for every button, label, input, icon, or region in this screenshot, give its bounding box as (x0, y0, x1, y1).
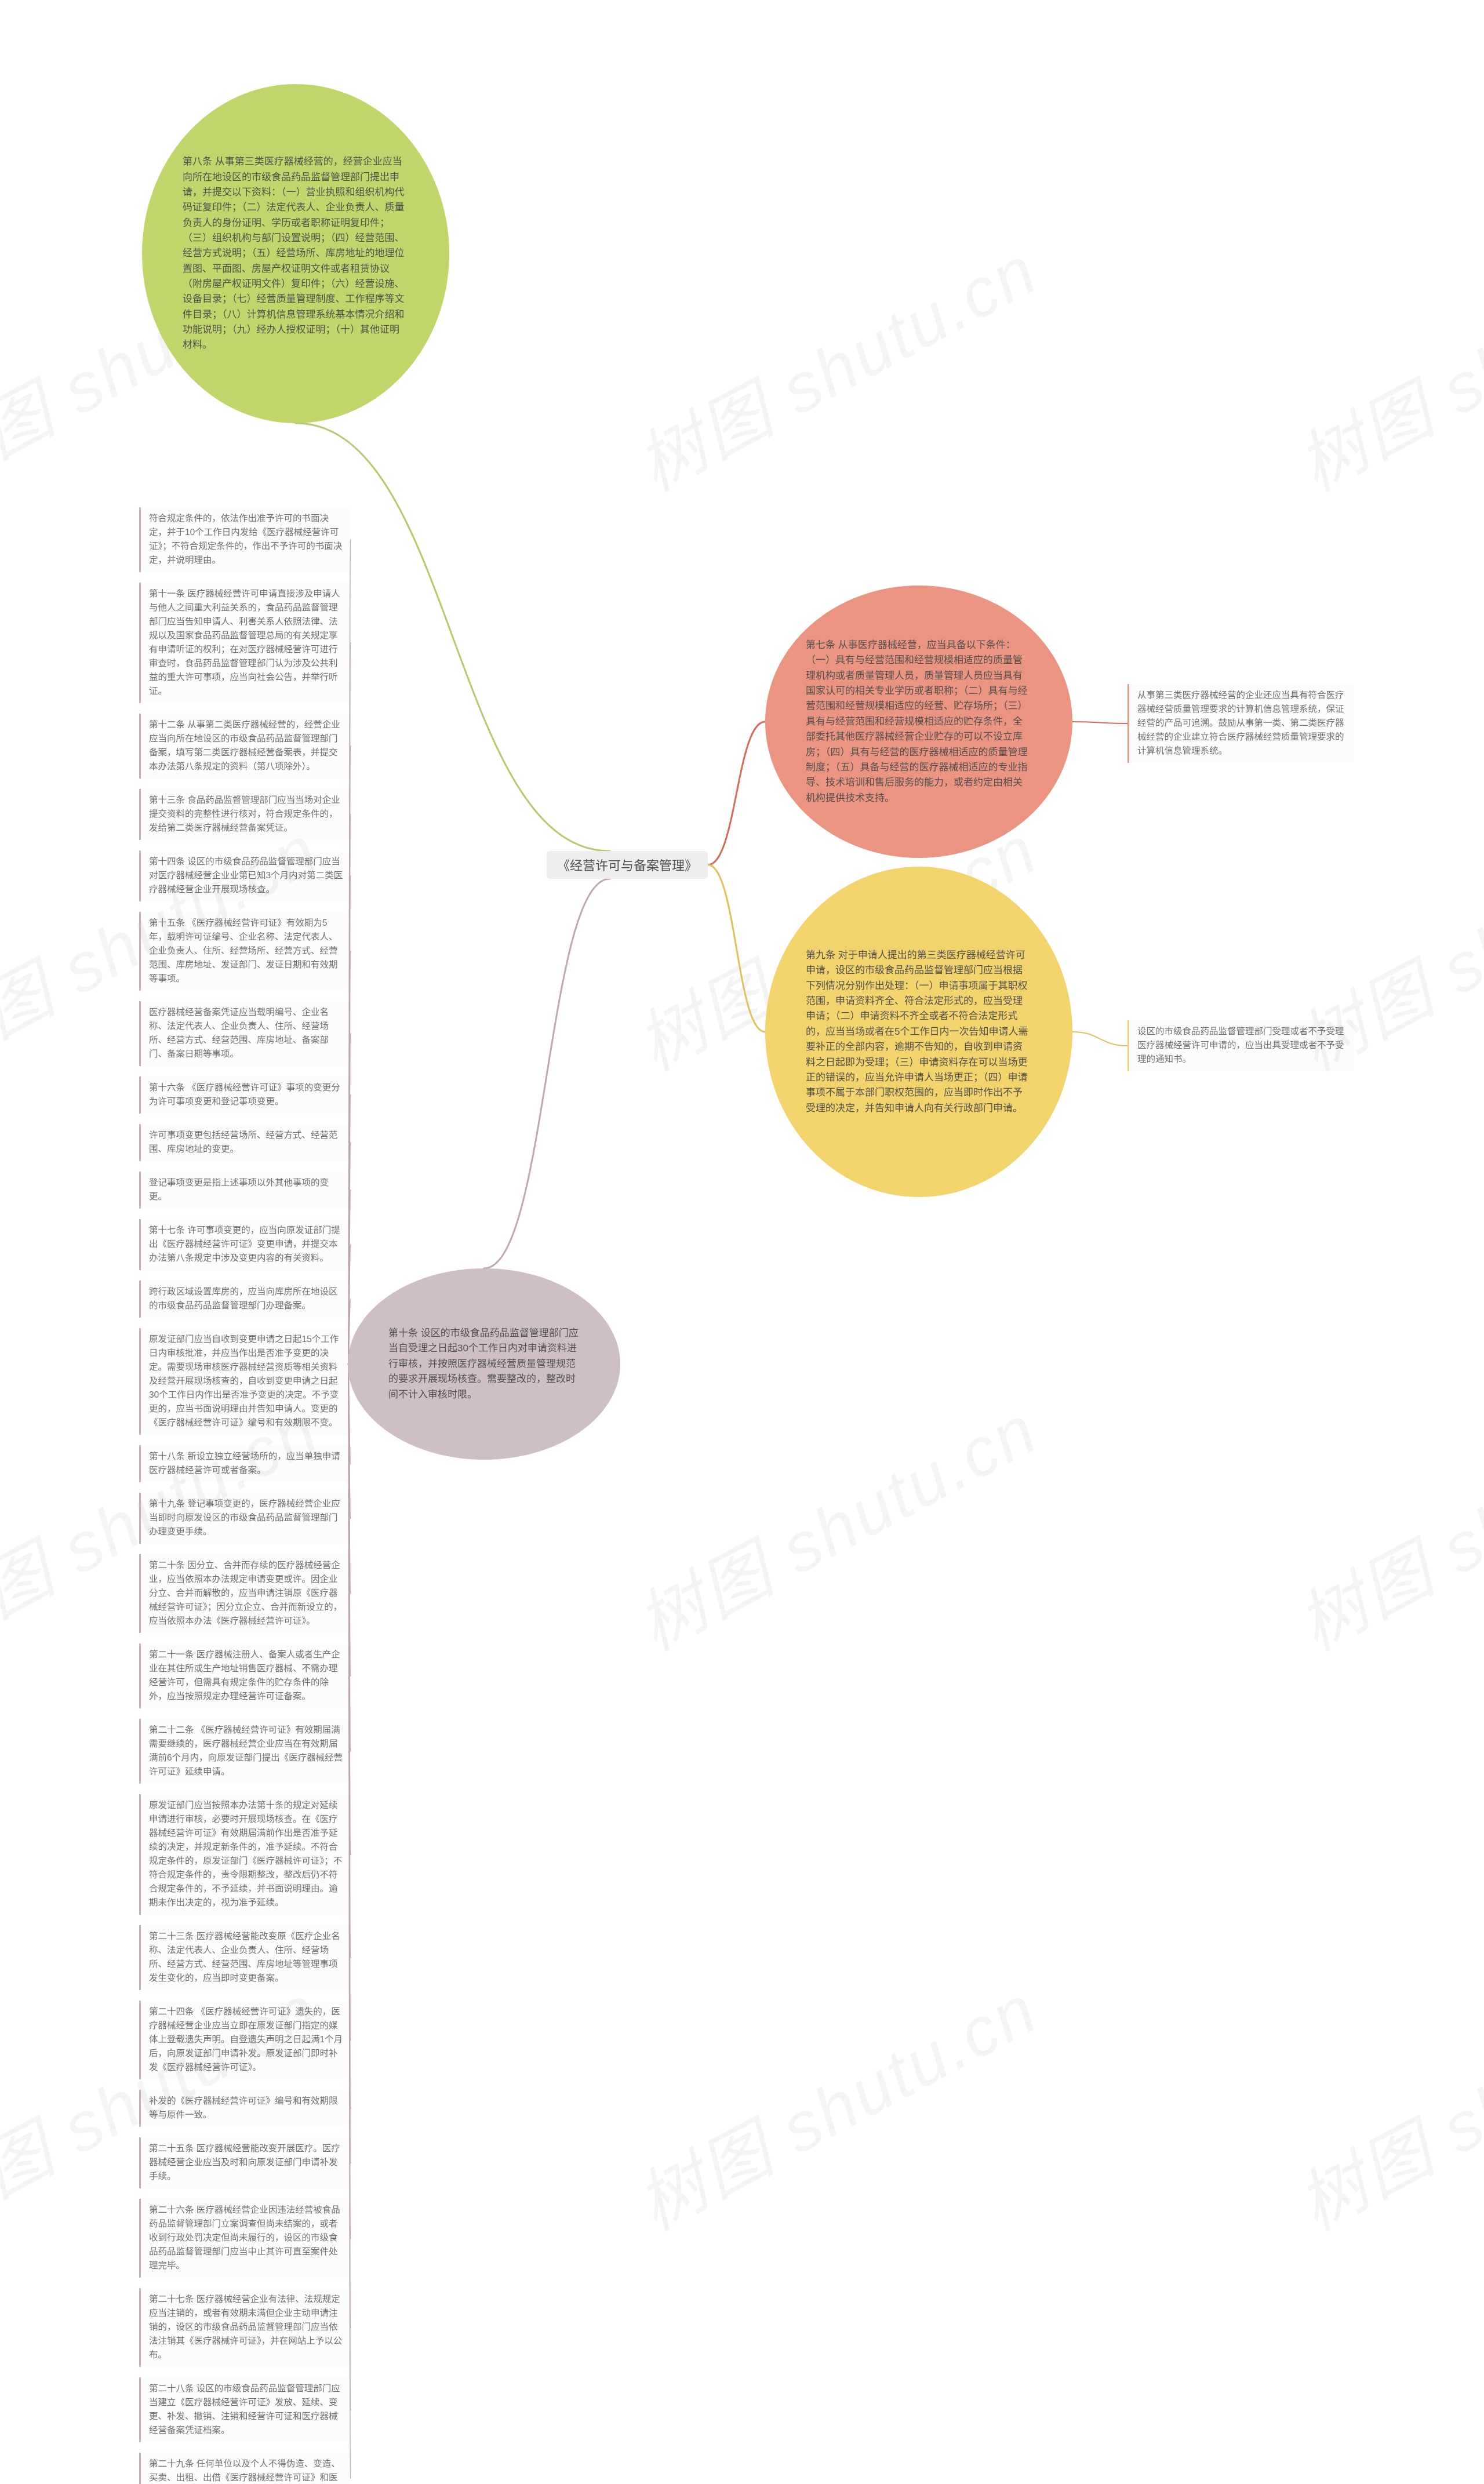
leaf-article-10-child: 第十七条 许可事项变更的，应当向原发证部门提出《医疗器械经营许可证》变更申请，并… (139, 1219, 351, 1270)
leaf-article-10-child: 补发的《医疗器械经营许可证》编号和有效期限等与原件一致。 (139, 2090, 351, 2127)
leaf-article-10-child: 许可事项变更包括经营场所、经营方式、经营范围、库房地址的变更。 (139, 1124, 351, 1161)
leaf-article-10-child: 第二十四条 《医疗器械经营许可证》遗失的，医疗器械经营企业应当立即在原发证部门指… (139, 2001, 351, 2079)
leaf-article-10-child: 第二十一条 医疗器械注册人、备案人或者生产企业在其住所或生产地址销售医疗器械、不… (139, 1643, 351, 1708)
leaf-article-10-child: 第二十五条 医疗器械经营能改变开展医疗。医疗器械经营企业应当及时和向原发证部门申… (139, 2137, 351, 2188)
leaf-article-10-child: 第二十八条 设区的市级食品药品监督管理部门应当建立《医疗器械经营许可证》发放、延… (139, 2377, 351, 2442)
leaf-article-10-child: 第十二条 从事第二类医疗器械经营的，经营企业应当向所在地设区的市级食品药品监督管… (139, 714, 351, 779)
leaf-article-10-child: 第十六条 《医疗器械经营许可证》事项的变更分为许可事项变更和登记事项变更。 (139, 1076, 351, 1114)
leaf-article-10-child: 第二十七条 医疗器械经营企业有法律、法规规定应当注销的，或者有效期未满但企业主动… (139, 2288, 351, 2367)
leaf-article-10-child: 医疗器械经营备案凭证应当载明编号、企业名称、法定代表人、企业负责人、住所、经营场… (139, 1001, 351, 1066)
leaf-article-9-child: 设区的市级食品药品监督管理部门受理或者不予受理医疗器械经营许可申请的，应当出具受… (1127, 1020, 1354, 1071)
branch-article-7-text: 第七条 从事医疗器械经营，应当具备以下条件：（一）具有与经营范围和经营规模相适应… (806, 638, 1032, 806)
leaf-article-10-child: 第十三条 食品药品监督管理部门应当当场对企业提交资料的完整性进行核对，符合规定条… (139, 789, 351, 840)
leaf-article-10-child: 第二十二条 《医疗器械经营许可证》有效期届满需要继续的，医疗器械经营企业应当在有… (139, 1719, 351, 1784)
branch-article-7: 第七条 从事医疗器械经营，应当具备以下条件：（一）具有与经营范围和经营规模相适应… (765, 585, 1072, 858)
watermark: 树图 shutu.cn (1278, 1375, 1484, 1669)
branch-article-9: 第九条 对于申请人提出的第三类医疗器械经营许可申请，设区的市级食品药品监督管理部… (765, 867, 1072, 1197)
leaf-article-10-child: 第十四条 设区的市级食品药品监督管理部门应当对医疗器械经营企业业第已知3个月内对… (139, 850, 351, 901)
leaf-article-10-child: 跨行政区域设置库房的，应当向库房所在地设区的市级食品药品监督管理部门办理备案。 (139, 1281, 351, 1318)
leaf-article-10-child: 第二十九条 任何单位以及个人不得伪造、变造、买卖、出租、出借《医疗器械经营许可证… (139, 2453, 351, 2484)
leaf-article-10-child: 原发证部门应当按照本办法第十条的规定对延续申请进行审核，必要时开展现场核查。在《… (139, 1794, 351, 1915)
leaf-article-10-child: 第十一条 医疗器械经营许可申请直接涉及申请人与他人之间重大利益关系的，食品药品监… (139, 583, 351, 703)
watermark: 树图 shutu.cn (617, 216, 1052, 510)
center-topic: 《经营许可与备案管理》 (547, 851, 708, 879)
watermark: 树图 shutu.cn (1278, 1955, 1484, 2249)
branch-article-9-text: 第九条 对于申请人提出的第三类医疗器械经营许可申请，设区的市级食品药品监督管理部… (806, 948, 1032, 1116)
branch-article-8: 第八条 从事第三类医疗器械经营的，经营企业应当向所在地设区的市级食品药品监督管理… (142, 84, 449, 423)
leaf-article-10-child: 原发证部门应当自收到变更申请之日起15个工作日内审核批准，并应当作出是否准予变更… (139, 1328, 351, 1435)
watermark: 树图 shutu.cn (1278, 216, 1484, 510)
watermark: 树图 shutu.cn (617, 1375, 1052, 1669)
leaf-article-10-child: 第十五条 《医疗器械经营许可证》有效期为5年，载明许可证编号、企业名称、法定代表… (139, 912, 351, 991)
leaf-article-10-child: 第十八条 新设立独立经营场所的，应当单独申请医疗器械经营许可或者备案。 (139, 1445, 351, 1482)
leaf-article-10-child: 第二十三条 医疗器械经营能改变原《医疗企业名称、法定代表人、企业负责人、住所、经… (139, 1925, 351, 1990)
leaf-article-10-child: 登记事项变更是指上述事项以外其他事项的变更。 (139, 1172, 351, 1209)
branch-article-10-text: 第十条 设区的市级食品药品监督管理部门应当自受理之日起30个工作日内对申请资料进… (388, 1326, 580, 1402)
branch-article-10: 第十条 设区的市级食品药品监督管理部门应当自受理之日起30个工作日内对申请资料进… (348, 1268, 620, 1460)
leaf-article-10-child: 第二十六条 医疗器械经营企业因违法经营被食品药品监督管理部门立案调查但尚未结案的… (139, 2199, 351, 2278)
watermark: 树图 shutu.cn (617, 1955, 1052, 2249)
leaf-article-10-child: 符合规定条件的，依法作出准予许可的书面决定，并于10个工作日内发给《医疗器械经营… (139, 507, 351, 572)
leaf-article-7-child: 从事第三类医疗器械经营的企业还应当具有符合医疗器械经营质量管理要求的计算机信息管… (1127, 684, 1354, 763)
leaf-article-10-child: 第十九条 登记事项变更的，医疗器械经营企业应当即时向原发设区的市级食品药品监督管… (139, 1493, 351, 1544)
branch-article-8-text: 第八条 从事第三类医疗器械经营的，经营企业应当向所在地设区的市级食品药品监督管理… (183, 154, 409, 352)
leaf-article-10-child: 第二十条 因分立、合并而存续的医疗器械经营企业，应当依照本办法规定申请变更或许。… (139, 1554, 351, 1633)
